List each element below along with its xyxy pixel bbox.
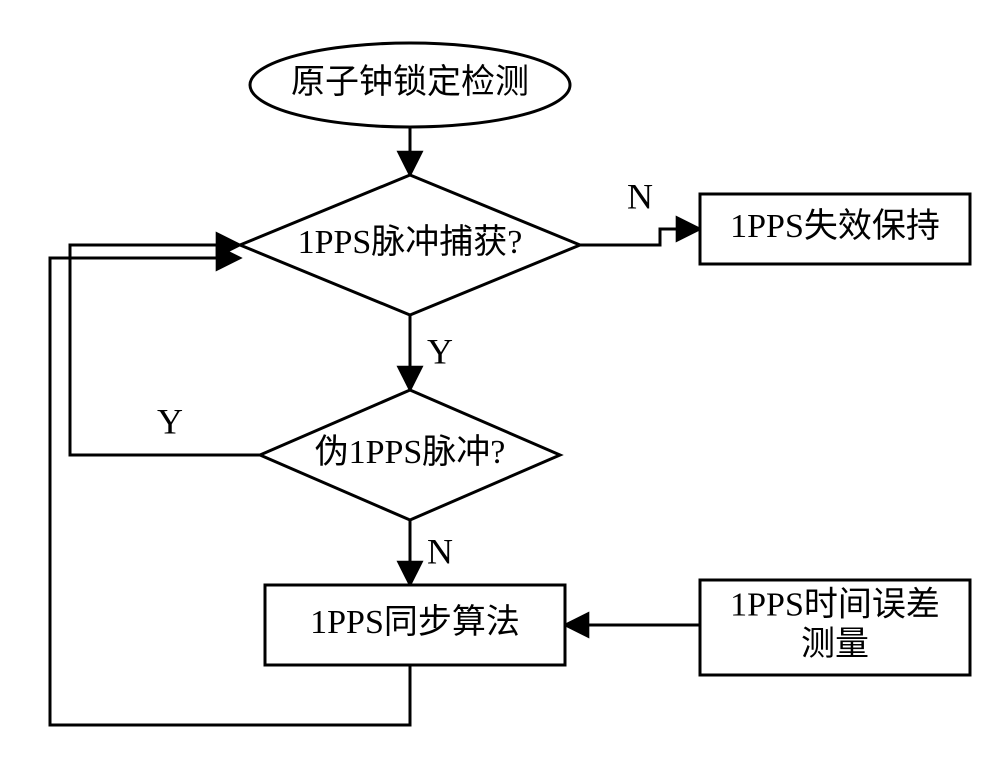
node-label: 原子钟锁定检测 [291,63,529,101]
node-label: 1PPS失效保持 [730,207,940,245]
edge [580,229,700,245]
node-label: 测量 [801,626,869,663]
node-label: 1PPS脉冲捕获? [298,223,523,261]
edge-label: Y [427,331,453,371]
node-label: 1PPS同步算法 [310,603,520,641]
edge-label: Y [157,401,183,441]
edge-label: N [427,531,453,571]
edge-label: N [627,176,653,216]
node-label: 伪1PPS脉冲? [315,433,506,471]
node-label: 1PPS时间误差 [730,586,940,624]
